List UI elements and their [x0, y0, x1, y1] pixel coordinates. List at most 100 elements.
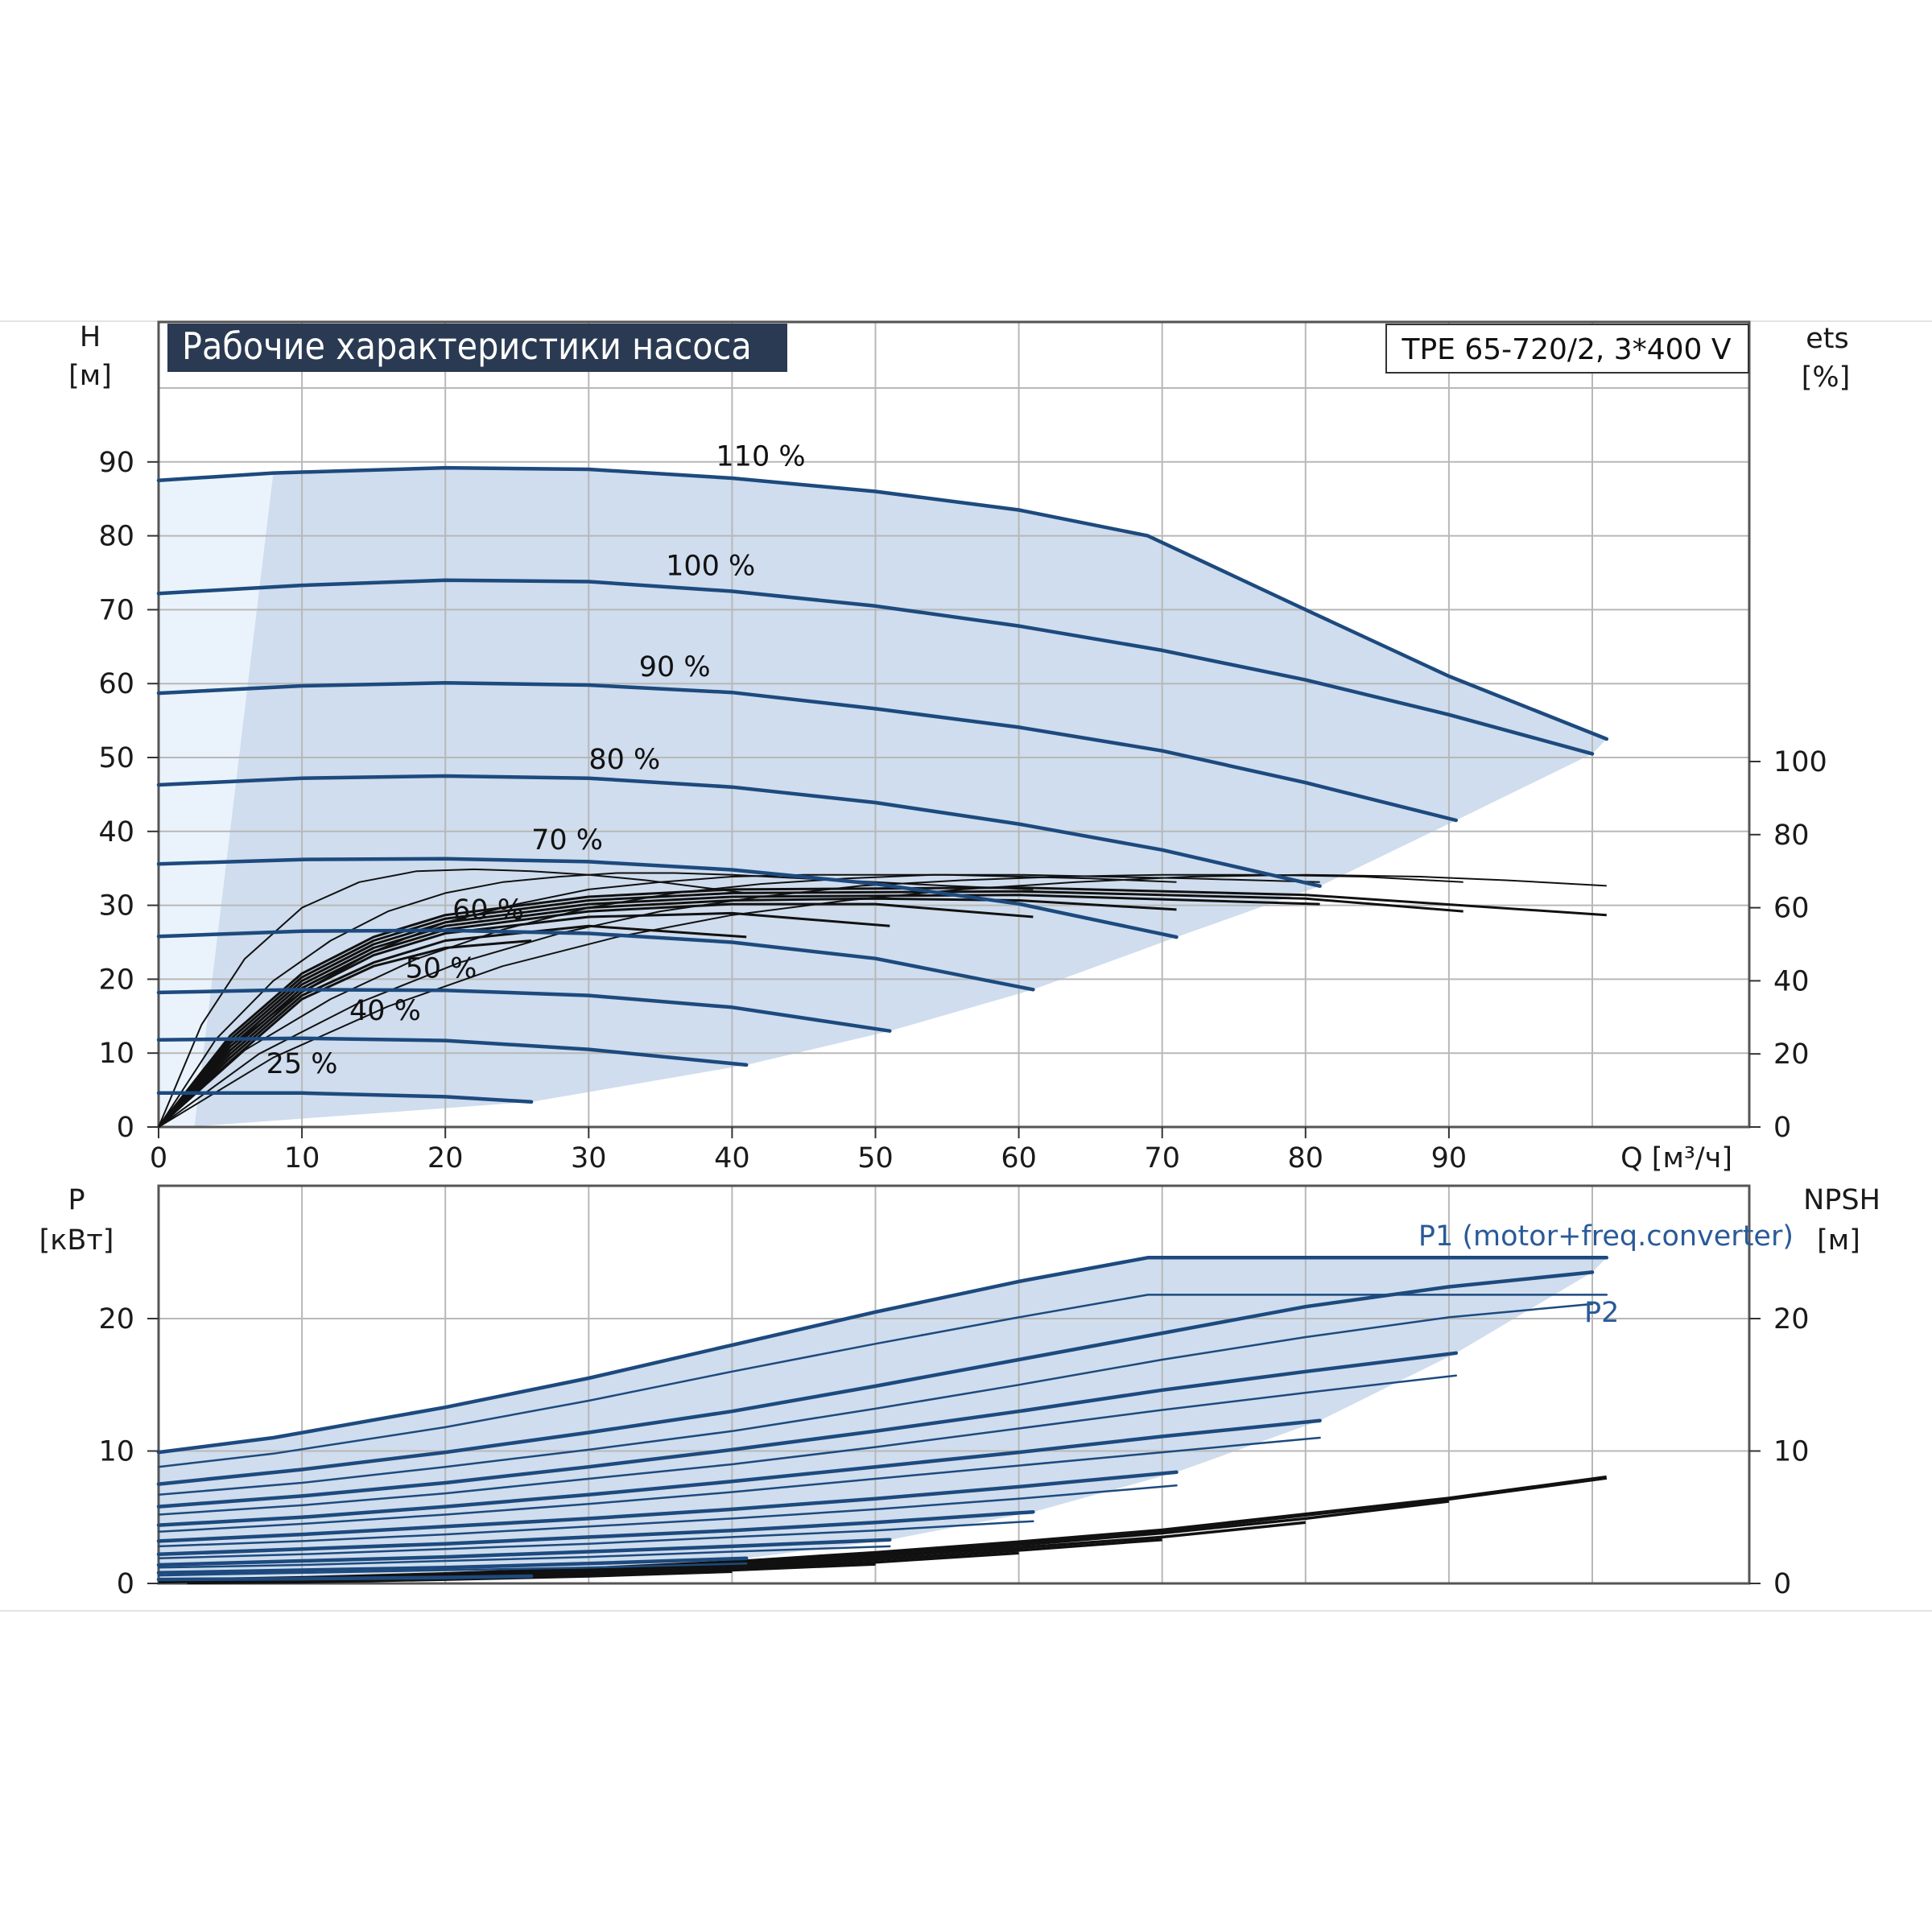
efficiency-curve: [158, 873, 1177, 1128]
x-tick-label: 90: [1431, 1142, 1468, 1174]
speed-label: 25 %: [266, 1048, 338, 1080]
efficiency-curve: [157, 897, 1177, 1128]
speed-label: 80 %: [588, 744, 660, 776]
p2-power-curve: [157, 1520, 1034, 1559]
y-tick-label: 50: [98, 742, 134, 774]
power-tick-label: 20: [98, 1303, 134, 1335]
head-curve: [156, 681, 1459, 823]
p1-power-curve: [156, 1556, 749, 1575]
y-axis-left-unit: [м]: [68, 360, 112, 392]
model-label-box: [1385, 324, 1749, 374]
p2-power-curve: [157, 1436, 1321, 1534]
power-grid: [157, 1184, 1751, 1585]
y-tick-label: 0: [117, 1112, 134, 1144]
x-tick-label: 30: [571, 1142, 607, 1174]
head-axis-ticks: 0 10 20 30 40 50 60 70 80 90 0 10 20 30 40 50 60 70 80 90 0 2…: [98, 447, 1827, 1174]
y-right-tick-label: 100: [1773, 746, 1827, 778]
power-curves: [156, 1256, 1609, 1582]
power-plot-frame: [157, 1184, 1751, 1585]
x-tick-label: 80: [1288, 1142, 1324, 1174]
power-tick-label: 10: [98, 1436, 134, 1468]
npsh-axis-symbol: NPSH: [1803, 1184, 1880, 1216]
speed-label: 110 %: [716, 440, 805, 473]
speed-label: 70 %: [531, 824, 603, 857]
y-tick-label: 40: [98, 816, 134, 848]
npsh-axis-unit: [м]: [1817, 1224, 1860, 1257]
y-axis-right-unit: [%]: [1802, 361, 1851, 394]
p2-power-curve: [157, 1484, 1178, 1548]
efficiency-curve: [157, 924, 747, 1129]
head-curve: [156, 1091, 534, 1104]
x-tick-label: 70: [1144, 1142, 1180, 1174]
p1-power-curve: [156, 1351, 1459, 1509]
p1-power-curve: [156, 1270, 1595, 1486]
y-tick-label: 30: [98, 890, 134, 923]
head-curve: [156, 988, 892, 1033]
model-label: TPE 65-720/2, 3*400 V: [1401, 333, 1731, 366]
head-grid: [157, 320, 1751, 1129]
efficiency-curve: [158, 873, 1463, 1128]
p1-power-curve: [156, 1418, 1322, 1527]
p1-power-curve: [156, 1574, 534, 1582]
head-curve: [156, 857, 1179, 939]
p1-annotation: P1 (motor+freq.converter): [1418, 1220, 1794, 1253]
efficiency-curve: [158, 868, 747, 1128]
npsh-tick-label: 10: [1773, 1436, 1810, 1468]
npsh-tick-label: 20: [1773, 1303, 1810, 1335]
p2-power-curve: [157, 1294, 1608, 1468]
speed-labels: 110 % 100 % 90 % 80 % 70 % 60 % 50 % 40 % 25 %: [266, 440, 806, 1080]
p2-power-curve: [157, 1545, 891, 1569]
p1-power-curve: [156, 1470, 1179, 1543]
x-tick-label: 0: [150, 1142, 167, 1174]
head-curve: [156, 578, 1595, 756]
y-tick-label: 60: [98, 668, 134, 700]
speed-label: 100 %: [666, 550, 755, 582]
y-right-tick-label: 80: [1773, 819, 1810, 852]
x-tick-label: 10: [284, 1142, 320, 1174]
y-right-tick-label: 40: [1773, 965, 1810, 997]
speed-label: 40 %: [349, 995, 421, 1027]
x-tick-label: 40: [714, 1142, 750, 1174]
efficiency-curve: [157, 886, 1607, 1128]
speed-label: 50 %: [405, 953, 477, 985]
power-axis-ticks: 0 10 20 0 10 20: [98, 1303, 1809, 1600]
y-right-tick-label: 60: [1773, 893, 1810, 925]
y-tick-label: 10: [98, 1038, 134, 1070]
x-axis-label: Q [м³/ч]: [1620, 1142, 1732, 1174]
p2-power-curve: [157, 1374, 1458, 1516]
efficiency-curve: [157, 939, 532, 1129]
speed-label: 60 %: [452, 894, 524, 927]
head-curve: [156, 1036, 749, 1067]
efficiency-curves: [157, 868, 1607, 1129]
y-tick-label: 20: [98, 964, 134, 996]
power-curve-panel: 0 10 20 0 10 20 P [кВт] NPSH [м] P1 (motor+fr…: [39, 1184, 1880, 1600]
title-background: [167, 324, 787, 372]
low-flow-area: [159, 473, 274, 1127]
head-curve: [156, 465, 1609, 741]
speed-label: 90 %: [639, 651, 711, 683]
head-curves: [156, 465, 1609, 1104]
chart-title: Рабочие характеристики насоса: [182, 324, 752, 368]
x-tick-label: 60: [1001, 1142, 1037, 1174]
p2-power-curve: [157, 1302, 1594, 1496]
power-axis-unit: [кВт]: [39, 1224, 114, 1257]
npsh-tick-label: 0: [1773, 1568, 1791, 1600]
y-tick-label: 70: [98, 594, 134, 626]
power-axis-symbol: P: [68, 1184, 85, 1216]
npsh-curve: [187, 1570, 733, 1584]
efficiency-curve: [157, 911, 890, 1129]
p1-power-curve: [156, 1256, 1609, 1455]
y-right-tick-label: 0: [1773, 1112, 1791, 1144]
x-tick-label: 50: [857, 1142, 894, 1174]
p1-power-curve: [156, 1538, 892, 1567]
power-tick-label: 0: [117, 1568, 134, 1600]
y-tick-label: 80: [98, 521, 134, 553]
efficiency-curve: [158, 873, 1607, 1128]
p2-annotation: P2: [1584, 1297, 1619, 1329]
head-curve-panel: 110 % 100 % 90 % 80 % 70 % 60 % 50 % 40 % 25 % 0…: [68, 320, 1851, 1174]
y-right-tick-label: 20: [1773, 1038, 1810, 1071]
p1-power-curve: [156, 1509, 1035, 1557]
p2-power-curve: [157, 1563, 748, 1577]
y-axis-left-symbol: H: [80, 321, 101, 353]
